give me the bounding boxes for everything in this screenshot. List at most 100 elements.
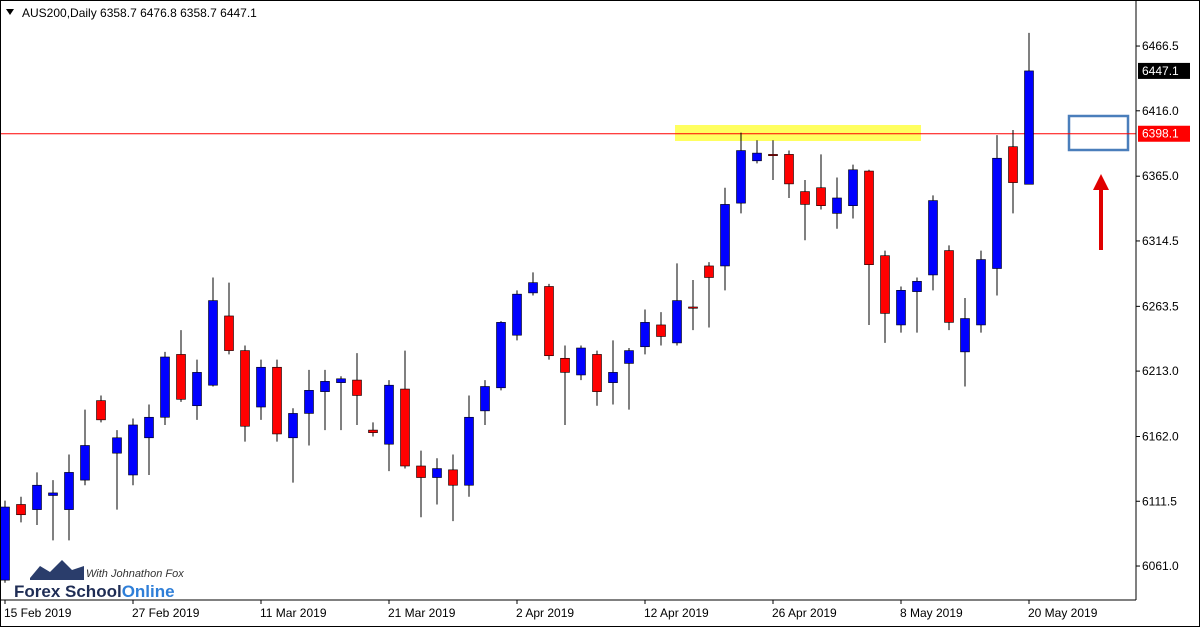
candle-body <box>128 424 138 476</box>
candle-body <box>352 379 362 396</box>
candle-body <box>992 157 1002 269</box>
current-price-box <box>1138 62 1190 79</box>
candle-body <box>448 469 458 486</box>
candle-body <box>272 366 282 435</box>
candle-body <box>96 400 106 421</box>
candle-body <box>560 357 570 373</box>
candle-body <box>576 347 586 376</box>
candle-body <box>704 265 714 278</box>
y-tick-label: 6061.0 <box>1142 559 1179 573</box>
candle-body <box>384 384 394 445</box>
candle-body <box>144 416 154 439</box>
candle-body <box>592 354 602 392</box>
candle-body <box>800 191 810 205</box>
candle-body <box>928 200 938 276</box>
candle-body <box>816 187 826 206</box>
logo-tagline: With Johnathon Fox <box>86 568 184 580</box>
plot <box>0 32 1136 583</box>
logo-mark <box>30 560 84 580</box>
candle-body <box>288 413 298 439</box>
candle-body <box>656 324 666 337</box>
x-tick-label: 11 Mar 2019 <box>260 606 327 620</box>
candle-body <box>192 372 202 407</box>
candle-body <box>160 356 170 418</box>
y-tick-label: 6111.5 <box>1142 494 1177 508</box>
x-tick-label: 21 Mar 2019 <box>388 606 456 620</box>
candle-body <box>416 465 426 478</box>
highlight-box <box>1067 114 1130 152</box>
y-tick-label: 6213.0 <box>1142 364 1179 378</box>
candle-body <box>864 170 874 265</box>
candle-body <box>464 416 474 486</box>
candle-body <box>48 492 58 496</box>
y-tick-label: 6365.0 <box>1142 169 1179 183</box>
x-tick-label: 26 Apr 2019 <box>772 606 837 620</box>
candle-body <box>512 293 522 336</box>
candle-body <box>480 386 490 412</box>
candle-body <box>320 381 330 392</box>
candle-body <box>304 390 314 414</box>
candle-body <box>112 437 122 454</box>
candle-body <box>736 150 746 204</box>
candle-body <box>256 366 266 408</box>
resistance-zone <box>675 125 921 141</box>
y-tick-label: 6314.5 <box>1142 234 1179 248</box>
candle-body <box>400 388 410 467</box>
x-tick-label: 20 May 2019 <box>1028 606 1098 620</box>
candle-body <box>1024 70 1034 185</box>
candle-body <box>784 154 794 185</box>
logo-name: Forex SchoolOnline <box>14 582 175 601</box>
logo-name-main: Forex School <box>14 582 122 601</box>
candle-body <box>752 152 762 162</box>
candle-body <box>880 255 890 314</box>
y-tick-label: 6466.5 <box>1142 39 1179 53</box>
candle-body <box>672 300 682 344</box>
candle-body <box>624 350 634 364</box>
candle-body <box>208 300 218 386</box>
x-tick-label: 2 Apr 2019 <box>516 606 574 620</box>
candle-body <box>768 154 778 156</box>
x-tick-label: 12 Apr 2019 <box>644 606 709 620</box>
candle-body <box>176 354 186 400</box>
y-tick-label: 6416.0 <box>1142 104 1179 118</box>
candle-body <box>80 445 90 481</box>
candle-body <box>224 315 234 351</box>
candle-body <box>1008 146 1018 183</box>
hline-price-label: 6398.1 <box>1142 127 1179 141</box>
y-tick-label: 6162.0 <box>1142 430 1179 444</box>
x-tick-label: 27 Feb 2019 <box>132 606 200 620</box>
candle-body <box>0 506 10 581</box>
candle-body <box>896 290 906 326</box>
candle-body <box>64 472 74 510</box>
candle-body <box>960 318 970 353</box>
logo: With Johnathon Fox Forex SchoolOnline <box>14 560 184 601</box>
candle-body <box>832 197 842 214</box>
candle-body <box>912 281 922 292</box>
arrow-head <box>1093 174 1109 190</box>
candle-body <box>608 372 618 383</box>
candle-body <box>976 259 986 326</box>
current-price-label: 6447.1 <box>1142 64 1179 78</box>
chart-title: AUS200,Daily 6358.7 6476.8 6358.7 6447.1 <box>22 6 257 20</box>
candle-body <box>32 484 42 510</box>
candle-body <box>944 250 954 323</box>
y-tick-label: 6263.5 <box>1142 299 1179 313</box>
candle-body <box>16 504 26 516</box>
candle-body <box>688 306 698 309</box>
hline-price-box <box>1138 125 1190 142</box>
candle-body <box>240 350 250 427</box>
candle-body <box>848 169 858 206</box>
title-arrow <box>6 9 14 15</box>
candle-body <box>720 204 730 267</box>
candle-body <box>336 378 346 383</box>
logo-name-accent: Online <box>122 582 175 601</box>
candle-body <box>496 322 506 389</box>
candle-body <box>544 286 554 357</box>
candle-body <box>368 429 378 433</box>
candle-body <box>640 322 650 348</box>
x-tick-label: 15 Feb 2019 <box>4 606 72 620</box>
candle-body <box>432 468 442 478</box>
